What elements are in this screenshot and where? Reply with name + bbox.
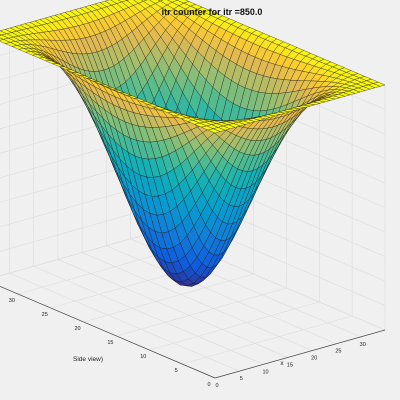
grid-line (149, 301, 320, 351)
y-axis-label: Side view) (73, 356, 103, 363)
x-tick-label: 20 (311, 356, 317, 362)
grid-line (83, 273, 254, 323)
y-tick-label: 20 (75, 326, 81, 332)
grid-line (116, 287, 287, 337)
grid-line (0, 231, 156, 277)
y-tick-label: 5 (175, 368, 178, 374)
x-tick-label: 0 (215, 383, 218, 389)
grid-line (9, 272, 240, 372)
x-tick-label: 10 (263, 369, 269, 375)
x-axis-label: x (280, 360, 284, 367)
axis-line (214, 329, 386, 379)
surface-mesh (0, 0, 386, 287)
chart-title: itr counter for itr =850.0 (162, 7, 263, 17)
axis-ticks: 0 5 10 15 20 25 30 0 5 10 15 20 25 30 (0, 286, 386, 389)
grid-line (57, 259, 288, 358)
y-tick-label: 30 (9, 298, 15, 304)
surface-face (157, 0, 164, 2)
grid-line (82, 252, 313, 351)
grid-line (182, 315, 353, 365)
grid-line (106, 245, 337, 344)
x-tick-label: 25 (335, 349, 341, 355)
x-tick-label: 5 (240, 376, 243, 382)
grid-line (0, 286, 216, 379)
y-tick-label: 25 (42, 312, 48, 318)
surface-face (207, 128, 221, 134)
x-tick-label: 30 (360, 342, 366, 348)
y-tick-label: 15 (107, 340, 113, 346)
grid-line (33, 266, 264, 365)
grid-line (0, 207, 156, 252)
x-tick-label: 15 (287, 362, 293, 368)
axis-line (0, 286, 216, 379)
y-tick-label: 10 (140, 354, 146, 360)
y-tick-label: 0 (207, 382, 210, 388)
